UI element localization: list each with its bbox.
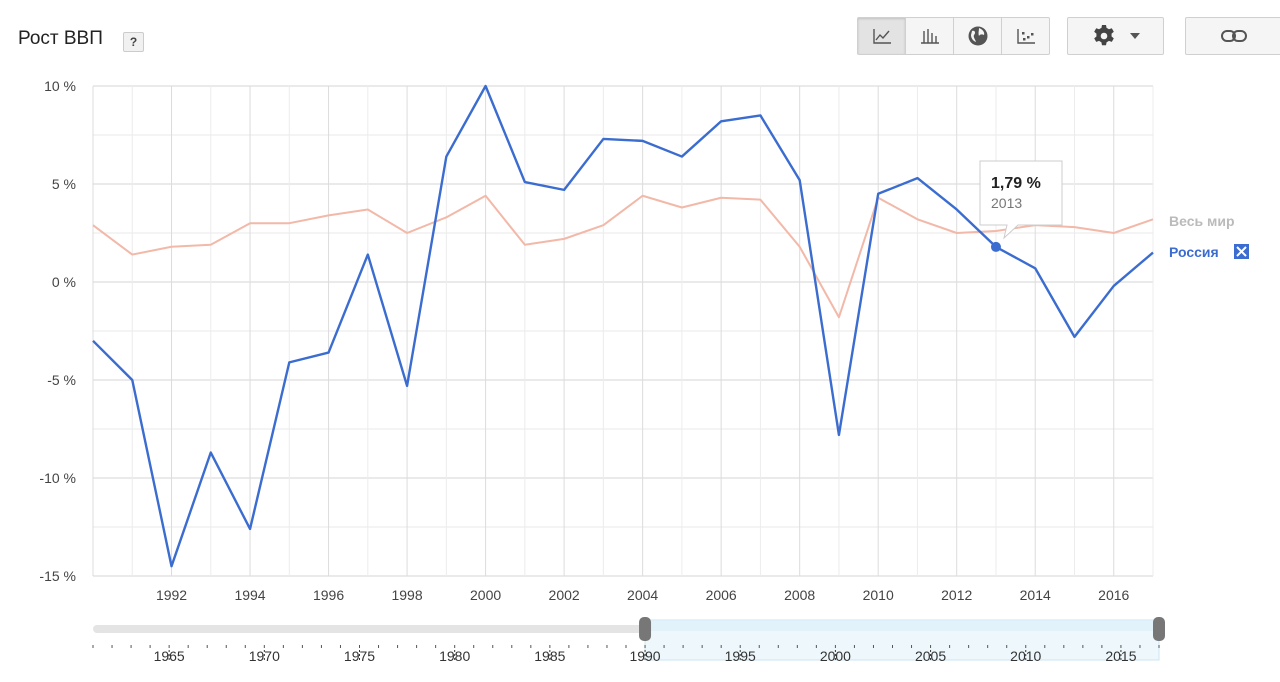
x-tick-label: 1998 [391, 587, 422, 603]
slider-tick-label: 2015 [1105, 648, 1136, 664]
link-icon [1221, 30, 1247, 42]
slider-tick-label: 1980 [439, 648, 470, 664]
chart-legend: Весь мир Россия [1169, 213, 1249, 260]
line-chart-button[interactable] [858, 18, 906, 54]
slider-tick-label: 2005 [915, 648, 946, 664]
slider-tick-label: 1990 [629, 648, 660, 664]
tooltip-year: 2013 [991, 195, 1022, 211]
y-tick-label: -10 % [39, 470, 76, 486]
scatter-chart-button[interactable] [1002, 18, 1049, 54]
data-tooltip: 1,79 % 2013 [979, 160, 1063, 240]
slider-tick-label: 1995 [725, 648, 756, 664]
slider-tick-label: 1965 [154, 648, 185, 664]
slider-handle-left[interactable] [639, 617, 652, 641]
caret-down-icon [1129, 33, 1140, 39]
scatter-icon [1016, 29, 1035, 44]
x-tick-label: 2010 [863, 587, 894, 603]
remove-icon-stroke [1236, 246, 1247, 257]
map-chart-button[interactable] [954, 18, 1002, 54]
x-tick-label: 2014 [1020, 587, 1051, 603]
remove-icon-stroke [1236, 246, 1247, 257]
x-tick-label: 2002 [549, 587, 580, 603]
x-tick-label: 2006 [706, 587, 737, 603]
x-tick-label: 2004 [627, 587, 658, 603]
time-range-slider: 1965 1970 1975 1980 1985 1990 1995 2000 2005 2010… [92, 617, 1165, 664]
x-tick-label: 2000 [470, 587, 501, 603]
slider-tick-label: 2010 [1010, 648, 1041, 664]
series-line [92, 84, 1154, 568]
gear-icon [1093, 25, 1114, 46]
x-tick-label: 2012 [941, 587, 972, 603]
y-tick-label: -5 % [47, 372, 76, 388]
chart-lines [92, 84, 1154, 568]
chart-type-toolbar [857, 17, 1050, 55]
slider-handle-right[interactable] [1153, 617, 1165, 641]
slider-tick-label: 1985 [534, 648, 565, 664]
chart-grid [92, 85, 1154, 577]
line-chart-icon [872, 29, 891, 44]
x-tick-label: 1994 [234, 587, 265, 603]
highlighted-point [990, 241, 1001, 252]
y-tick-label: 10 % [44, 78, 76, 94]
slider-selection-bar [645, 621, 1159, 631]
help-button[interactable]: ? [123, 32, 144, 52]
y-axis-ticks: 10 % 5 % 0 % -5 % -10 % -15 % [39, 78, 76, 584]
x-tick-label: 2016 [1098, 587, 1129, 603]
slider-tick-label: 2000 [820, 648, 851, 664]
series-line [92, 194, 1154, 319]
x-tick-label: 1996 [313, 587, 344, 603]
x-tick-label: 2008 [784, 587, 815, 603]
tooltip-box [979, 160, 1063, 240]
chart-title: Рост ВВП [18, 28, 103, 49]
slider-track [93, 625, 646, 633]
y-tick-label: 0 % [52, 274, 76, 290]
y-tick-label: 5 % [52, 176, 76, 192]
remove-icon-box [1234, 244, 1249, 259]
slider-tick-label: 1975 [344, 648, 375, 664]
x-axis-ticks: 1992 1994 1996 1998 2000 2002 2004 2006 2008 2010… [156, 587, 1130, 603]
slider-tick-label: 1970 [249, 648, 280, 664]
share-link-button[interactable] [1185, 17, 1280, 55]
slider-selection [644, 619, 1160, 661]
y-tick-label: -15 % [39, 568, 76, 584]
legend-item-world: Весь мир [1169, 213, 1235, 229]
remove-series-icon[interactable] [1234, 244, 1249, 259]
globe-icon [968, 26, 987, 46]
legend-item-russia: Россия [1169, 244, 1219, 260]
settings-button[interactable] [1067, 17, 1164, 55]
x-tick-label: 1992 [156, 587, 187, 603]
bar-chart-icon [920, 29, 939, 44]
tooltip-value: 1,79 % [991, 175, 1041, 192]
bar-chart-button[interactable] [906, 18, 954, 54]
